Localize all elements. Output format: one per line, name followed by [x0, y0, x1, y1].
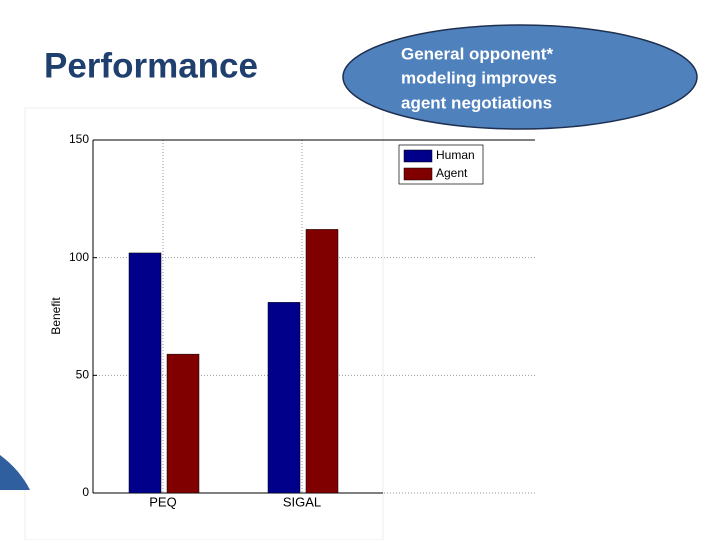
bar [267, 302, 301, 494]
y-axis-label: Benefit [49, 297, 63, 335]
bar [166, 353, 200, 494]
y-tick-label: 0 [82, 485, 89, 499]
bar [128, 252, 162, 494]
callout-line: General opponent* [401, 44, 553, 63]
legend-label: Human [436, 148, 475, 162]
legend-swatch [403, 167, 433, 181]
y-tick-label: 50 [76, 368, 90, 382]
x-tick-label: PEQ [149, 494, 176, 509]
y-tick-label: 150 [69, 132, 89, 146]
legend-label: Agent [436, 166, 468, 180]
callout-line: modeling improves [401, 68, 557, 87]
bar [305, 229, 339, 494]
decoration [0, 455, 30, 490]
x-tick-label: SIGAL [283, 494, 321, 509]
slide-title: Performance [44, 46, 258, 85]
callout-line: agent negotiations [401, 93, 552, 112]
callout [342, 24, 698, 130]
legend-swatch [403, 149, 433, 163]
y-tick-label: 100 [69, 250, 89, 264]
chart: 0 50 100 150 Benefit PEQ SIGAL Human Agent [49, 132, 535, 509]
